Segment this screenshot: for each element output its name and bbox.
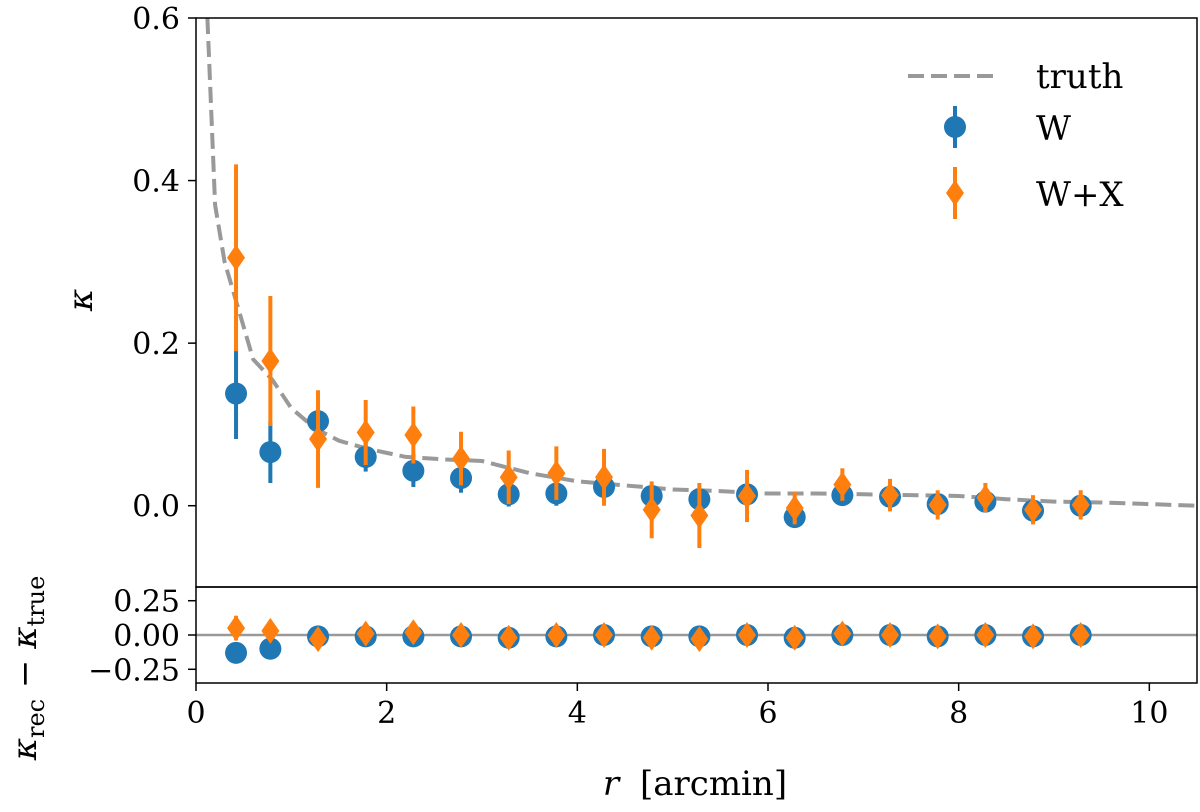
xtick-label-4: 8 [949, 696, 968, 731]
bottom-ytick-label-0: −0.25 [88, 653, 180, 688]
top-wx-point-0 [227, 244, 246, 271]
bottom-wx-point-7 [547, 622, 566, 648]
bottom-wx-point-12 [785, 624, 804, 651]
top-wx-point-4 [404, 421, 423, 448]
top-ytick-label-0: 0.0 [132, 490, 180, 525]
legend-w-marker [944, 116, 966, 138]
top-ytick-label-2: 0.4 [132, 165, 180, 200]
top-wx-point-2 [309, 426, 328, 453]
xtick-label-0: 0 [186, 696, 205, 731]
bottom-wx-point-8 [595, 622, 614, 648]
x-axis-unit: [arcmin] [640, 764, 787, 804]
bottom-y-axis-label: κrec − κtrue [5, 576, 50, 762]
legend-wx-marker [946, 180, 964, 206]
top-wx-point-6 [499, 464, 518, 491]
top-wx-point-8 [595, 464, 614, 491]
bottom-wx-point-14 [881, 622, 900, 648]
top-panel-marks [225, 164, 1092, 548]
top-wx-point-9 [642, 496, 661, 523]
top-wx-point-12 [785, 495, 804, 522]
bottom-panel-marks [196, 615, 1197, 664]
top-w-point-1 [259, 441, 282, 464]
xtick-label-3: 6 [758, 696, 777, 731]
top-wx-point-15 [928, 491, 947, 518]
bottom-wx-point-1 [261, 617, 280, 644]
top-ytick-label-1: 0.2 [132, 327, 180, 362]
top-wx-point-1 [261, 348, 280, 375]
top-wx-point-18 [1071, 491, 1090, 518]
legend-wx-label: W+X [1036, 175, 1124, 215]
top-ytick-label-3: 0.6 [132, 2, 180, 37]
legend: truth W W+X [908, 57, 1124, 219]
bottom-ytick-label-1: 0.00 [113, 619, 180, 654]
bottom-wx-point-9 [642, 624, 661, 651]
bottom-wx-point-10 [690, 626, 709, 653]
top-wx-point-14 [881, 482, 900, 509]
bottom-ytick-label-2: 0.25 [113, 585, 180, 620]
bottom-wx-point-18 [1071, 622, 1090, 648]
top-w-point-0 [225, 382, 248, 405]
top-wx-point-5 [452, 445, 471, 472]
top-wx-point-17 [1024, 496, 1043, 523]
top-wx-point-11 [738, 482, 757, 509]
bottom-y-axis-sub2: true [22, 576, 50, 627]
top-wx-point-3 [356, 419, 375, 446]
bottom-wx-point-11 [738, 622, 757, 648]
top-w-point-4 [402, 459, 425, 482]
bottom-wx-point-16 [976, 622, 995, 648]
bottom-wx-point-4 [404, 619, 423, 646]
x-axis-label: r [arcmin] [603, 764, 787, 804]
legend-truth-label: truth [1036, 57, 1123, 97]
top-wx-point-13 [833, 471, 852, 498]
bottom-wx-point-6 [499, 624, 518, 651]
bottom-y-axis-minus: − [5, 649, 45, 699]
xtick-label-5: 10 [1130, 696, 1168, 731]
bottom-w-point-0 [225, 641, 248, 664]
legend-w-label: W [1036, 109, 1071, 149]
bottom-w-point-1 [259, 637, 282, 660]
bottom-wx-point-5 [452, 622, 471, 648]
bottom-wx-point-2 [309, 626, 328, 653]
bottom-y-axis-kappa1: κ [5, 738, 45, 761]
xtick-label-2: 4 [568, 696, 587, 731]
bottom-wx-point-13 [833, 620, 852, 647]
bottom-wx-point-0 [227, 615, 246, 642]
axes-layer: 0.0 0.2 0.4 0.6 −0.250.000.25 0 2 4 6 8 10 [88, 2, 1198, 731]
top-wx-point-10 [690, 502, 709, 529]
bottom-y-axis-sub1: rec [22, 699, 50, 738]
top-y-axis-label: κ [61, 289, 101, 312]
x-axis-var: r [603, 764, 621, 804]
xtick-label-1: 2 [377, 696, 396, 731]
bottom-wx-point-15 [928, 623, 947, 650]
top-wx-point-16 [976, 484, 995, 511]
top-wx-point-7 [547, 460, 566, 487]
bottom-wx-point-3 [356, 620, 375, 647]
bottom-y-axis-kappa2: κ [5, 626, 45, 649]
bottom-wx-point-17 [1024, 623, 1043, 650]
